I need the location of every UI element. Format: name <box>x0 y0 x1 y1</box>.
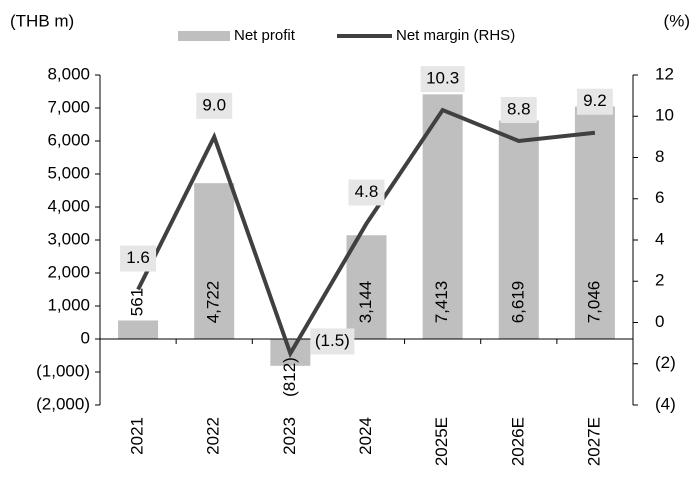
y-tick-label: 1,000 <box>47 295 90 314</box>
line-label-box <box>420 66 465 93</box>
legend-swatch <box>178 31 230 41</box>
y2-tick-label: 4 <box>655 229 664 248</box>
line-value-label: (1.5) <box>315 331 350 350</box>
bar <box>118 320 159 339</box>
line-value-label: 4.8 <box>355 182 379 201</box>
bar-value-label: (812) <box>280 357 299 397</box>
y-tick-label: 2,000 <box>47 262 90 281</box>
y-tick-label: 7,000 <box>47 97 90 116</box>
y2-tick-label: 2 <box>655 271 664 290</box>
x-tick-label: 2027E <box>584 417 603 466</box>
bar-value-label: 3,144 <box>356 281 375 324</box>
y-tick-label: 4,000 <box>47 196 90 215</box>
bar <box>422 94 463 339</box>
bar-value-label: 6,619 <box>508 281 527 324</box>
y2-axis-label: (%) <box>664 11 690 30</box>
line-value-label: 9.0 <box>202 95 226 114</box>
y2-tick-label: 6 <box>655 188 664 207</box>
line-value-label: 9.2 <box>583 91 607 110</box>
legend-label: Net margin (RHS) <box>396 27 515 44</box>
y2-tick-label: (2) <box>655 353 676 372</box>
y2-tick-label: 8 <box>655 147 664 166</box>
bar-value-label: 7,413 <box>432 281 451 324</box>
bar <box>346 235 387 339</box>
bar <box>498 120 539 339</box>
line-value-label: 10.3 <box>426 69 459 88</box>
line-value-label: 1.6 <box>126 248 150 267</box>
x-tick-label: 2021 <box>128 417 147 455</box>
y-tick-label: 8,000 <box>47 64 90 83</box>
y-axis-label: (THB m) <box>10 11 74 30</box>
y-tick-label: 6,000 <box>47 130 90 149</box>
x-tick-label: 2023 <box>280 417 299 455</box>
bar-value-label: 7,046 <box>584 281 603 324</box>
line-label-box <box>500 97 537 123</box>
line-value-label: 8.8 <box>507 99 531 118</box>
x-tick-label: 2025E <box>432 417 451 466</box>
legend-label: Net profit <box>234 27 296 44</box>
y2-tick-label: (4) <box>655 394 676 413</box>
bar <box>574 106 615 340</box>
line-label-box <box>120 245 157 272</box>
line-label-box <box>348 179 385 206</box>
x-tick-label: 2022 <box>204 417 223 455</box>
y-tick-label: 3,000 <box>47 229 90 248</box>
y-tick-label: 0 <box>81 328 90 347</box>
line-label-box <box>576 88 613 115</box>
bar-value-label: 561 <box>128 288 147 316</box>
y-tick-label: (1,000) <box>36 361 90 380</box>
y2-tick-label: 0 <box>655 312 664 331</box>
line <box>136 107 596 359</box>
y2-tick-label: 12 <box>655 64 674 83</box>
bar-value-label: 4,722 <box>204 281 223 324</box>
bar <box>194 183 235 339</box>
y2-tick-label: 10 <box>655 106 674 125</box>
x-tick-label: 2026E <box>508 417 527 466</box>
y-tick-label: (2,000) <box>36 394 90 413</box>
line-label-box <box>310 328 355 355</box>
x-tick-label: 2024 <box>356 417 375 455</box>
y-tick-label: 5,000 <box>47 163 90 182</box>
line-label-box <box>196 92 233 119</box>
